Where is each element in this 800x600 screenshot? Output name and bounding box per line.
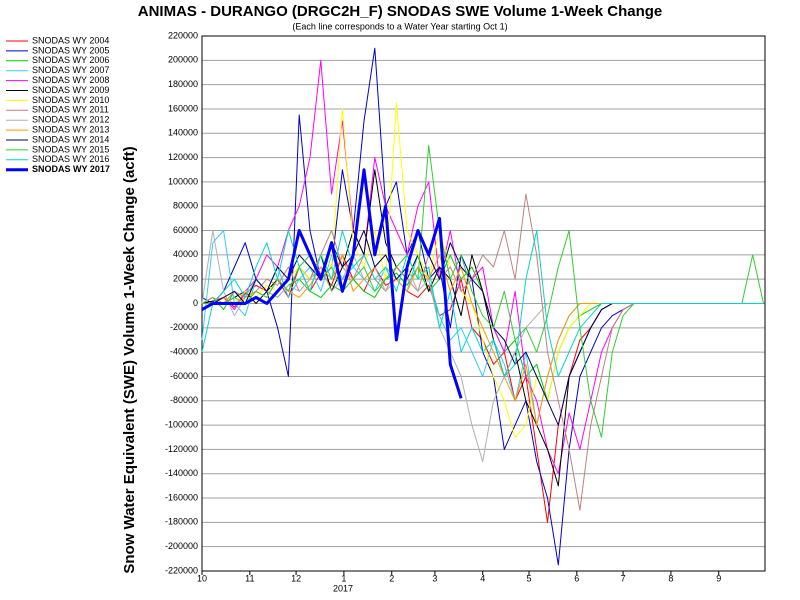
y-tick-label: -60000 (170, 371, 198, 381)
y-axis-label: Snow Water Equivalent (SWE) Volume 1-Wee… (121, 146, 138, 573)
legend-label: SNODAS WY 2008 (32, 75, 109, 85)
y-tick-label: -20000 (170, 322, 198, 332)
y-tick-label: -120000 (165, 444, 198, 454)
legend-label: SNODAS WY 2005 (32, 45, 109, 55)
series-line (201, 47, 764, 566)
legend-label: SNODAS WY 2006 (32, 55, 109, 65)
y-tick-label: 140000 (168, 128, 198, 138)
legend-label: SNODAS WY 2011 (32, 105, 109, 115)
y-tick-label: 0 (193, 298, 198, 308)
x-tick-label: 6 (574, 573, 579, 583)
legend-label: SNODAS WY 2014 (32, 134, 109, 144)
y-tick-label: 220000 (168, 30, 198, 40)
x-tick-label: 9 (716, 573, 721, 583)
x-tick-label: 12 (291, 573, 301, 583)
series-line (201, 230, 764, 463)
x-tick-label: 2 (389, 573, 394, 583)
y-tick-label: 120000 (168, 152, 198, 162)
legend-label: SNODAS WY 2017 (32, 164, 110, 174)
y-tick-label: -180000 (165, 517, 198, 527)
x-tick-label: 3 (432, 573, 437, 583)
series-line (202, 59, 764, 475)
y-tick-label: -80000 (170, 395, 198, 405)
y-tick-label: -220000 (165, 565, 198, 575)
y-tick-label: -140000 (165, 468, 198, 478)
legend-label: SNODAS WY 2004 (32, 35, 109, 45)
y-tick-label: -200000 (165, 541, 198, 551)
legend-label: SNODAS WY 2010 (32, 95, 109, 105)
y-tick-label: 160000 (168, 103, 198, 113)
legend-label: SNODAS WY 2009 (32, 85, 109, 95)
y-tick-label: 200000 (168, 55, 198, 65)
chart-subtitle: (Each line corresponds to a Water Year s… (292, 21, 507, 31)
y-tick-label: 100000 (168, 176, 198, 186)
legend-label: SNODAS WY 2007 (32, 65, 109, 75)
y-tick-label: 20000 (173, 274, 198, 284)
x-tick-label: 1 (341, 573, 346, 583)
x-tick-label: 4 (480, 573, 485, 583)
series-line (201, 168, 463, 399)
y-tick-label: 80000 (173, 201, 198, 211)
y-tick-label: 60000 (173, 225, 198, 235)
series-line (201, 230, 764, 377)
series-line (201, 254, 764, 523)
x-tick-label: 7 (621, 573, 626, 583)
y-tick-label: 40000 (173, 249, 198, 259)
x-tick-label: 10 (197, 573, 207, 583)
x-tick-label: 11 (245, 573, 254, 583)
y-tick-label: -40000 (170, 347, 198, 357)
y-tick-label: -160000 (165, 492, 198, 502)
x-annotation: 2017 (333, 583, 353, 593)
legend-label: SNODAS WY 2012 (32, 115, 109, 125)
y-tick-label: -100000 (165, 419, 198, 429)
x-tick-label: 8 (668, 573, 673, 583)
x-tick-label: 5 (526, 573, 531, 583)
legend-label: SNODAS WY 2016 (32, 154, 109, 164)
legend-label: SNODAS WY 2015 (32, 144, 109, 154)
chart-title: ANIMAS - DURANGO (DRGC2H_F) SNODAS SWE V… (138, 3, 663, 20)
y-tick-label: 180000 (168, 79, 198, 89)
legend-label: SNODAS WY 2013 (32, 124, 109, 134)
